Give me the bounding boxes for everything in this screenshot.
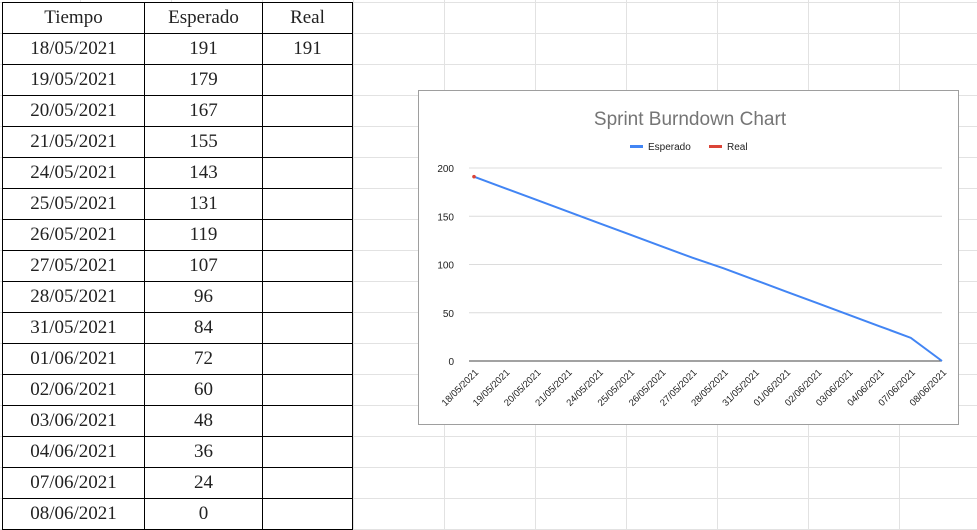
table-cell[interactable]: 02/06/2021 xyxy=(2,374,145,406)
table-row: 19/05/2021 179 xyxy=(2,64,353,96)
table-cell[interactable] xyxy=(262,467,353,499)
table-cell[interactable]: 31/05/2021 xyxy=(2,312,145,344)
table-cell[interactable]: 18/05/2021 xyxy=(2,33,145,65)
table-cell[interactable]: 21/05/2021 xyxy=(2,126,145,158)
legend-swatch xyxy=(709,145,722,148)
table-cell[interactable]: 25/05/2021 xyxy=(2,188,145,220)
table-row: 04/06/2021 36 xyxy=(2,436,353,468)
chart-title: Sprint Burndown Chart xyxy=(594,109,787,130)
table-cell[interactable]: 191 xyxy=(144,33,263,65)
chart-svg: Sprint Burndown Chart Esperado Real 0 50 100 1… xyxy=(437,109,949,409)
table-row: 25/05/2021 131 xyxy=(2,188,353,220)
burndown-chart[interactable]: Sprint Burndown Chart Esperado Real 0 50 100 1… xyxy=(418,90,959,425)
table-row: 24/05/2021 143 xyxy=(2,157,353,189)
table-cell[interactable]: 131 xyxy=(144,188,263,220)
table-cell[interactable]: 72 xyxy=(144,343,263,375)
table-cell[interactable]: 48 xyxy=(144,405,263,437)
table-cell[interactable]: 03/06/2021 xyxy=(2,405,145,437)
y-tick-label: 50 xyxy=(443,309,455,320)
y-tick-label: 150 xyxy=(437,212,454,223)
table-row: 20/05/2021 167 xyxy=(2,95,353,127)
table-cell[interactable]: 27/05/2021 xyxy=(2,250,145,282)
table-row: 03/06/2021 48 xyxy=(2,405,353,437)
table-cell[interactable] xyxy=(262,126,353,158)
legend-swatch xyxy=(630,145,643,148)
table-cell[interactable]: 08/06/2021 xyxy=(2,498,145,530)
legend-label: Real xyxy=(727,142,748,153)
table-cell[interactable]: 36 xyxy=(144,436,263,468)
table-header-cell[interactable]: Tiempo xyxy=(2,2,145,34)
table-cell[interactable]: 96 xyxy=(144,281,263,313)
table-cell[interactable] xyxy=(262,250,353,282)
table-cell[interactable]: 84 xyxy=(144,312,263,344)
y-tick-label: 100 xyxy=(437,261,454,272)
y-tick-label: 0 xyxy=(448,357,454,368)
table-cell[interactable]: 179 xyxy=(144,64,263,96)
table-row: 21/05/2021 155 xyxy=(2,126,353,158)
table-cell[interactable] xyxy=(262,405,353,437)
table-header-cell[interactable]: Real xyxy=(262,2,353,34)
table-cell[interactable] xyxy=(262,219,353,251)
table-cell[interactable]: 19/05/2021 xyxy=(2,64,145,96)
table-cell[interactable] xyxy=(262,343,353,375)
table-cell[interactable] xyxy=(262,157,353,189)
table-cell[interactable]: 119 xyxy=(144,219,263,251)
table-header-row: Tiempo Esperado Real xyxy=(2,2,353,34)
data-table: Tiempo Esperado Real 18/05/2021 191 191 19/05/… xyxy=(2,2,353,530)
table-cell[interactable]: 24 xyxy=(144,467,263,499)
table-cell[interactable] xyxy=(262,95,353,127)
table-row: 07/06/2021 24 xyxy=(2,467,353,499)
table-row: 26/05/2021 119 xyxy=(2,219,353,251)
table-cell[interactable]: 26/05/2021 xyxy=(2,219,145,251)
table-header-cell[interactable]: Esperado xyxy=(144,2,263,34)
table-row: 18/05/2021 191 191 xyxy=(2,33,353,65)
table-cell[interactable]: 01/06/2021 xyxy=(2,343,145,375)
table-cell[interactable] xyxy=(262,436,353,468)
y-tick-label: 200 xyxy=(437,164,454,175)
series-point-real xyxy=(472,174,476,179)
table-cell[interactable]: 24/05/2021 xyxy=(2,157,145,189)
table-cell[interactable]: 143 xyxy=(144,157,263,189)
table-row: 28/05/2021 96 xyxy=(2,281,353,313)
table-cell[interactable]: 191 xyxy=(262,33,353,65)
table-cell[interactable]: 60 xyxy=(144,374,263,406)
table-cell[interactable]: 107 xyxy=(144,250,263,282)
table-row: 01/06/2021 72 xyxy=(2,343,353,375)
table-cell[interactable]: 07/06/2021 xyxy=(2,467,145,499)
table-row: 31/05/2021 84 xyxy=(2,312,353,344)
table-row: 08/06/2021 0 xyxy=(2,498,353,530)
table-row: 02/06/2021 60 xyxy=(2,374,353,406)
table-cell[interactable] xyxy=(262,64,353,96)
legend-label: Esperado xyxy=(648,142,691,153)
table-cell[interactable]: 155 xyxy=(144,126,263,158)
table-cell[interactable] xyxy=(262,498,353,530)
table-cell[interactable]: 04/06/2021 xyxy=(2,436,145,468)
table-cell[interactable]: 20/05/2021 xyxy=(2,95,145,127)
table-row: 27/05/2021 107 xyxy=(2,250,353,282)
table-cell[interactable] xyxy=(262,281,353,313)
table-cell[interactable] xyxy=(262,188,353,220)
series-line-esperado xyxy=(473,175,943,362)
table-cell[interactable] xyxy=(262,374,353,406)
table-cell[interactable]: 167 xyxy=(144,95,263,127)
table-cell[interactable] xyxy=(262,312,353,344)
table-cell[interactable]: 28/05/2021 xyxy=(2,281,145,313)
table-cell[interactable]: 0 xyxy=(144,498,263,530)
